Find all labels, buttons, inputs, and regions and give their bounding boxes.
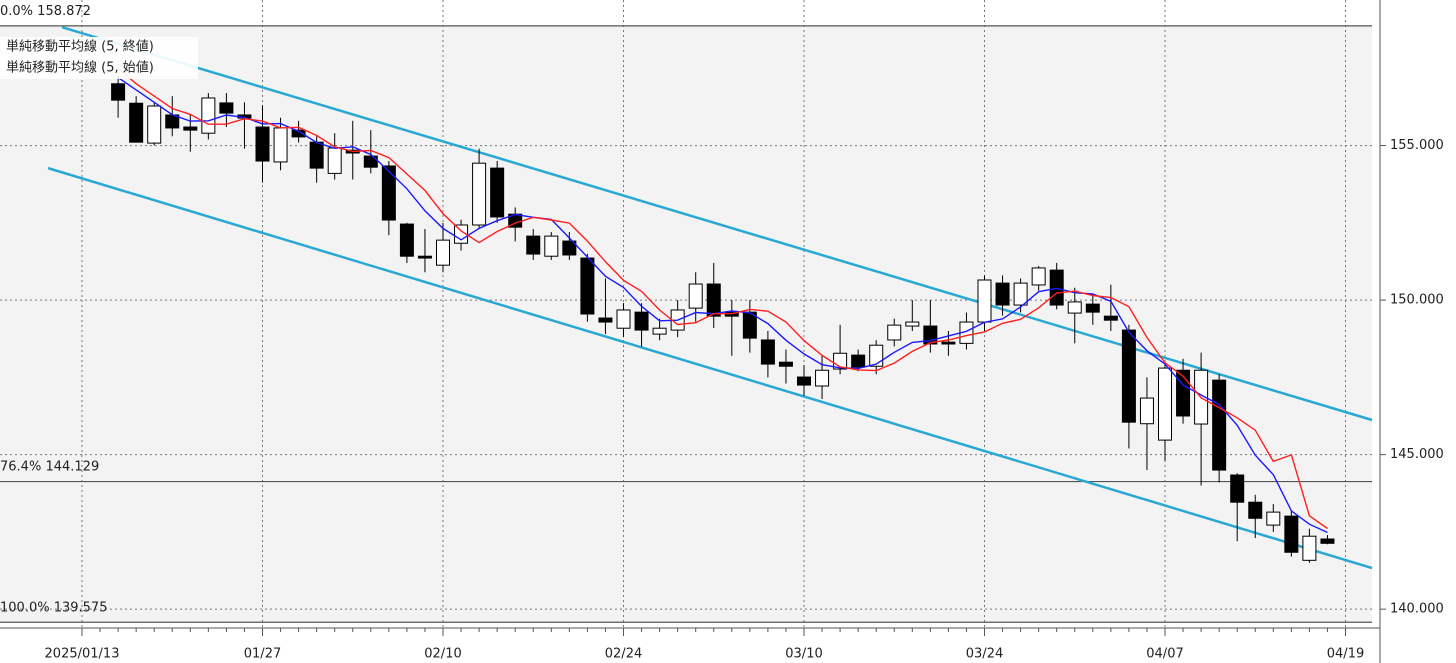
trend-line <box>61 25 1373 422</box>
candle-body <box>1013 282 1028 306</box>
fib-value: 144.129 <box>45 459 99 474</box>
candle-body <box>490 167 505 218</box>
candle-body <box>598 317 613 323</box>
candle-body <box>273 127 288 163</box>
candle-body <box>778 361 793 367</box>
candle-body <box>147 105 162 144</box>
candle-body <box>1067 301 1082 314</box>
fib-value: 158.872 <box>37 3 91 18</box>
fib-label: 100.0% 139.575 <box>0 600 107 615</box>
candle-body <box>1320 538 1335 544</box>
candle-body <box>309 141 324 169</box>
candle-body <box>815 369 830 387</box>
x-tick-label: 04/07 <box>1146 647 1183 662</box>
candle-body <box>1284 515 1299 553</box>
candle-body <box>1049 269 1064 306</box>
candle-body <box>526 235 541 255</box>
fib-value: 139.575 <box>54 600 108 615</box>
candle-body <box>760 339 775 365</box>
candle-body <box>219 102 234 114</box>
candle-body <box>562 240 577 256</box>
candle-body <box>454 224 469 244</box>
x-tick-label: 03/10 <box>785 647 822 662</box>
candle-body <box>706 283 721 317</box>
x-tick-label: 04/19 <box>1327 647 1364 662</box>
candle-body <box>905 321 920 327</box>
candle-body <box>580 257 595 315</box>
candle-body <box>1266 511 1281 526</box>
x-tick-label: 02/24 <box>605 647 642 662</box>
candle-body <box>436 239 450 266</box>
ma-line <box>117 77 1328 534</box>
candle-body <box>1248 501 1263 519</box>
candle-body <box>797 376 811 386</box>
x-tick-label: 01/27 <box>244 647 281 662</box>
candle-body <box>183 126 198 131</box>
candle-body <box>688 283 703 309</box>
candle-body <box>201 97 216 134</box>
candle-body <box>417 255 432 259</box>
candle-body <box>869 344 884 367</box>
x-tick-label: 02/10 <box>424 647 461 662</box>
candle-body <box>851 354 866 368</box>
candle-body <box>652 327 667 335</box>
candle-body <box>977 279 992 323</box>
legend-entry: 単純移動平均線 (5, 終値) <box>6 39 154 55</box>
fib-percent: 0.0% <box>0 3 33 18</box>
candle-body <box>1031 267 1046 286</box>
candle-body <box>291 129 306 138</box>
fib-percent: 100.0% <box>0 600 50 615</box>
candle-body <box>1302 535 1317 561</box>
candle-body <box>1103 315 1118 321</box>
candle-body <box>363 155 378 168</box>
candle-body <box>255 126 270 162</box>
legend-box <box>0 37 198 79</box>
x-tick-label: 03/24 <box>966 647 1003 662</box>
candle-body <box>1121 329 1136 423</box>
candle-body <box>1230 474 1245 503</box>
candle-body <box>995 282 1010 306</box>
candle-body <box>616 309 631 329</box>
candle-body <box>1158 367 1172 441</box>
candle-body <box>634 311 649 331</box>
y-tick-label: 145.000 <box>1390 447 1444 462</box>
x-tick-label: 2025/01/13 <box>45 647 120 662</box>
candle-body <box>1212 379 1227 471</box>
candle-body <box>1085 303 1100 313</box>
candle-body <box>941 341 956 345</box>
legend-entry: 単純移動平均線 (5, 始値) <box>6 60 154 76</box>
fib-percent: 76.4% <box>0 459 41 474</box>
candle-body <box>1139 397 1154 425</box>
y-tick-label: 140.000 <box>1390 602 1444 617</box>
candle-body <box>129 102 144 143</box>
ma-line <box>117 67 1328 530</box>
candle-body <box>327 147 342 174</box>
trend-line <box>47 166 1373 570</box>
candle-body <box>472 162 487 226</box>
y-tick-label: 150.000 <box>1390 293 1444 308</box>
candle-body <box>111 83 126 101</box>
candle-body <box>887 324 902 341</box>
fib-label: 0.0% 158.872 <box>0 3 91 18</box>
candle-body <box>399 223 414 257</box>
fib-label: 76.4% 144.129 <box>0 459 99 474</box>
candle-body <box>381 165 396 221</box>
candle-body <box>544 235 559 257</box>
y-tick-label: 155.000 <box>1390 138 1444 153</box>
